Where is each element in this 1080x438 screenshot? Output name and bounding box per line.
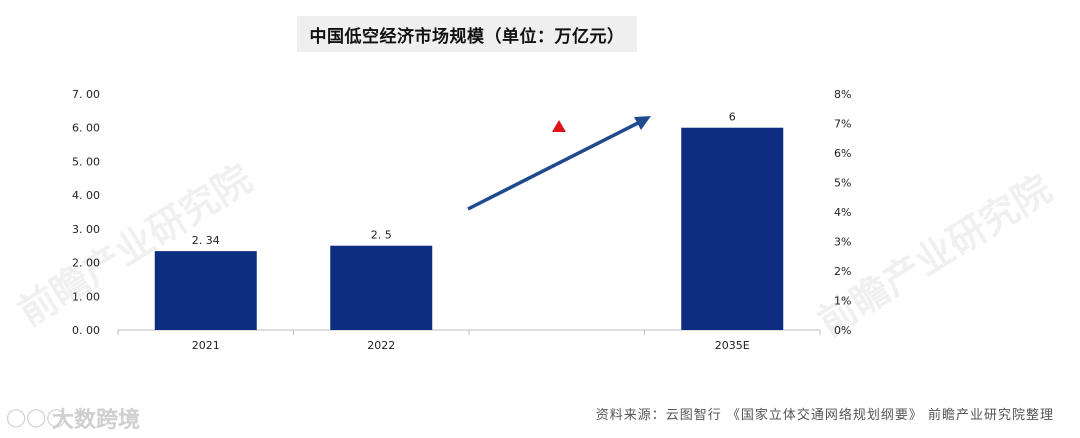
bar-data-label: 2. 34 xyxy=(192,234,220,247)
y-tick-label: 3. 00 xyxy=(72,223,100,236)
title-box: 中国低空经济市场规模（单位：万亿元） xyxy=(297,16,637,52)
y-tick-label: 4. 00 xyxy=(72,189,100,202)
bar xyxy=(681,127,784,330)
y-tick-label: 2. 00 xyxy=(72,257,100,270)
y2-tick-label: 7% xyxy=(834,118,851,131)
y-tick-label: 0. 00 xyxy=(72,324,100,337)
data-labels: 2. 34 2. 5 6 xyxy=(192,111,736,247)
y-tick-label: 6. 00 xyxy=(72,122,100,135)
x-axis-ticks xyxy=(117,330,821,335)
y2-tick-label: 5% xyxy=(834,177,851,190)
y2-tick-label: 8% xyxy=(834,88,851,101)
brand-logo: ◯◯◯ 大数跨境 xyxy=(6,402,140,434)
x-axis-labels: 2021 2022 2035E xyxy=(192,339,750,352)
y-tick-label: 5. 00 xyxy=(72,155,100,168)
y-axis-left: 0. 00 1. 00 2. 00 3. 00 4. 00 5. 00 6. 00 7. 00 xyxy=(72,88,100,337)
y2-tick-label: 6% xyxy=(834,147,851,160)
y2-tick-label: 0% xyxy=(834,324,851,337)
red-triangle-icon xyxy=(552,120,566,132)
source-note: 资料来源：云图智行 《国家立体交通网络规划纲要》 前瞻产业研究院整理 xyxy=(595,408,1054,423)
bar-chart: 0. 00 1. 00 2. 00 3. 00 4. 00 5. 00 6. 00 7. 00… xyxy=(72,88,851,352)
bar-data-label: 6 xyxy=(729,111,736,124)
x-tick-label: 2021 xyxy=(192,339,220,352)
y2-tick-label: 4% xyxy=(834,206,851,219)
chart-title: 中国低空经济市场规模（单位：万亿元） xyxy=(309,26,625,47)
growth-arrow-head-icon xyxy=(634,116,651,130)
bar-data-label: 2. 5 xyxy=(371,229,392,242)
bar xyxy=(154,251,257,330)
y-axis-right: 0% 1% 2% 3% 4% 5% 6% 7% 8% xyxy=(834,88,851,337)
growth-arrow xyxy=(467,116,651,211)
brand-name: 大数跨境 xyxy=(52,408,141,433)
y-tick-label: 1. 00 xyxy=(72,290,100,303)
y2-tick-label: 1% xyxy=(834,295,851,308)
bar xyxy=(330,245,433,330)
y-tick-label: 7. 00 xyxy=(72,88,100,101)
x-tick-label: 2022 xyxy=(367,339,395,352)
x-tick-label: 2035E xyxy=(715,339,750,352)
y2-tick-label: 3% xyxy=(834,236,851,249)
y2-tick-label: 2% xyxy=(834,265,851,278)
growth-arrow-line xyxy=(467,120,641,211)
brand-mark-icon: ◯◯◯ xyxy=(6,407,67,428)
bars xyxy=(154,127,784,330)
